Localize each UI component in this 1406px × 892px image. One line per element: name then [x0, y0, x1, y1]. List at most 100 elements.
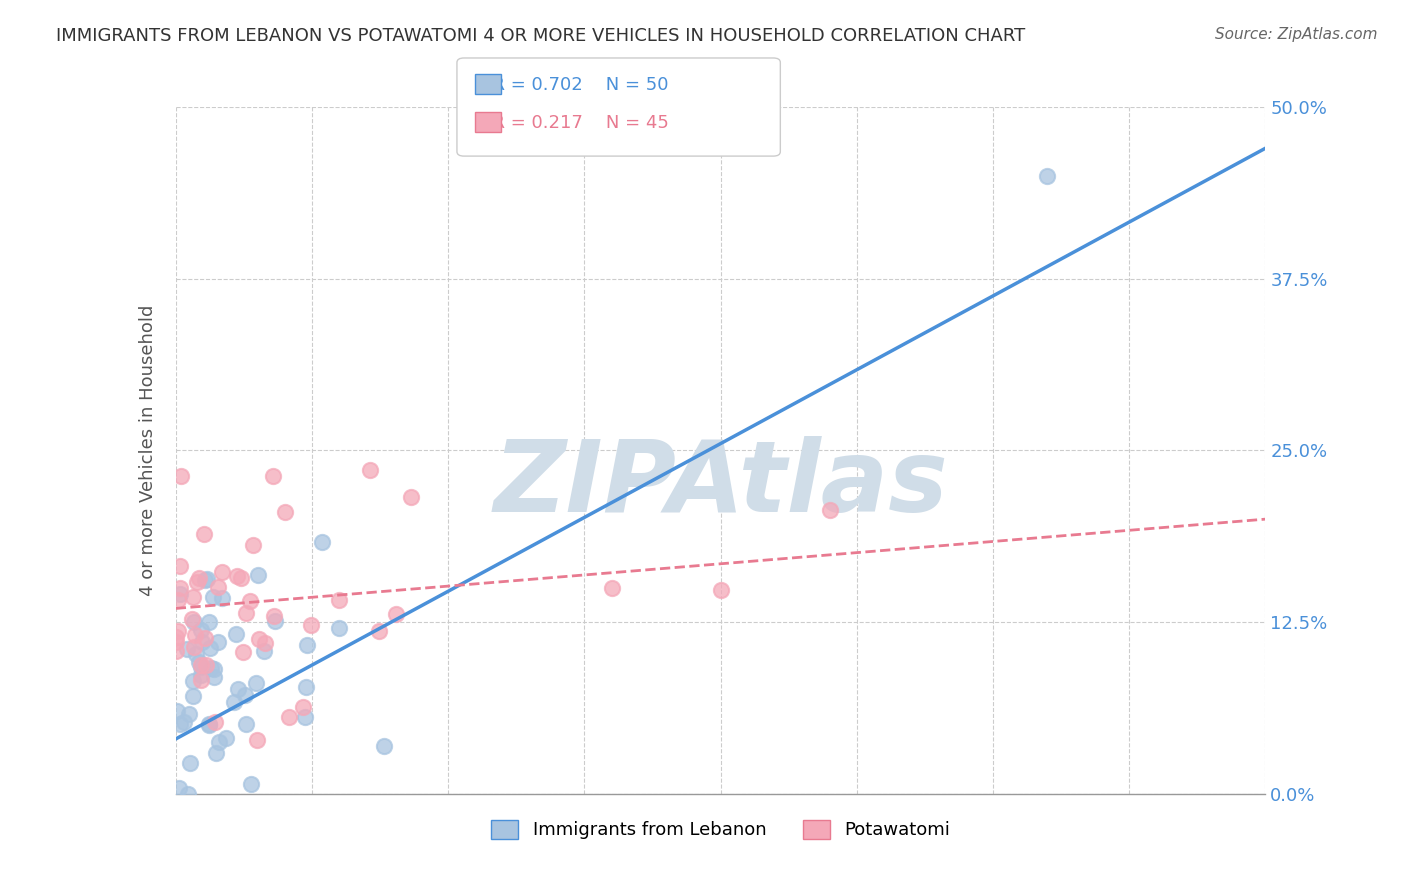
Point: [246, 732, 269, 747]
Point: [710, 582, 733, 597]
Point: [186, 647, 208, 661]
Point: [274, 505, 297, 519]
Point: [165, 644, 187, 658]
Point: [167, 593, 190, 607]
Point: [170, 469, 193, 483]
Point: [235, 717, 257, 731]
Point: [181, 674, 204, 689]
Point: [200, 661, 222, 675]
Point: [226, 568, 249, 582]
Point: [180, 612, 202, 626]
Point: [291, 700, 314, 714]
Point: [166, 704, 188, 718]
Point: [188, 655, 211, 669]
Point: [249, 632, 271, 646]
Point: [229, 571, 252, 585]
Point: [211, 565, 233, 579]
Point: [186, 575, 208, 590]
Point: [194, 573, 217, 587]
Point: [224, 695, 246, 709]
Point: [247, 568, 270, 582]
Point: [191, 635, 214, 649]
Point: [299, 618, 322, 632]
Point: [177, 787, 200, 801]
Point: [207, 634, 229, 648]
Point: [278, 710, 301, 724]
Point: [169, 581, 191, 595]
Text: Source: ZipAtlas.com: Source: ZipAtlas.com: [1215, 27, 1378, 42]
Point: [173, 715, 195, 730]
Point: [169, 716, 191, 731]
Point: [399, 490, 422, 504]
Point: [359, 463, 381, 477]
Point: [197, 718, 219, 732]
Point: [373, 739, 395, 753]
Point: [235, 606, 257, 620]
Point: [169, 559, 191, 574]
Point: [193, 527, 215, 541]
Point: [233, 688, 256, 702]
Point: [328, 593, 350, 607]
Point: [208, 735, 231, 749]
Point: [165, 634, 187, 648]
Point: [254, 636, 277, 650]
Point: [183, 640, 205, 654]
Text: ZIPAtlas: ZIPAtlas: [494, 436, 948, 533]
Text: IMMIGRANTS FROM LEBANON VS POTAWATOMI 4 OR MORE VEHICLES IN HOUSEHOLD CORRELATIO: IMMIGRANTS FROM LEBANON VS POTAWATOMI 4 …: [56, 27, 1025, 45]
Y-axis label: 4 or more Vehicles in Household: 4 or more Vehicles in Household: [139, 305, 157, 596]
Point: [190, 657, 212, 672]
Text: R = 0.217    N = 45: R = 0.217 N = 45: [481, 114, 669, 132]
Point: [190, 668, 212, 682]
Point: [225, 627, 247, 641]
Point: [226, 682, 249, 697]
Point: [385, 607, 408, 621]
Point: [187, 571, 209, 585]
Point: [184, 628, 207, 642]
Point: [311, 534, 333, 549]
Point: [245, 676, 267, 690]
Point: [232, 645, 254, 659]
Point: [183, 690, 205, 704]
Point: [204, 715, 226, 730]
Point: [197, 716, 219, 731]
Point: [194, 631, 217, 645]
Point: [195, 572, 218, 586]
Point: [176, 642, 198, 657]
Point: [202, 662, 225, 676]
Point: [294, 710, 316, 724]
Point: [215, 731, 238, 745]
Point: [295, 680, 318, 694]
Point: [205, 746, 228, 760]
Point: [207, 580, 229, 594]
Point: [262, 469, 284, 483]
Point: [190, 623, 212, 637]
Point: [263, 609, 285, 624]
Point: [183, 615, 205, 630]
Point: [328, 621, 350, 635]
Point: [600, 582, 623, 596]
Point: [264, 614, 287, 628]
Point: [177, 706, 200, 721]
Point: [239, 594, 262, 608]
Point: [169, 780, 191, 795]
Point: [190, 673, 212, 688]
Legend: Immigrants from Lebanon, Potawatomi: Immigrants from Lebanon, Potawatomi: [484, 813, 957, 847]
Point: [211, 591, 233, 606]
Point: [240, 776, 263, 790]
Point: [190, 660, 212, 674]
Point: [167, 624, 190, 638]
Point: [818, 502, 841, 516]
Point: [179, 756, 201, 770]
Point: [1036, 169, 1059, 183]
Point: [198, 615, 221, 629]
Point: [368, 624, 391, 639]
Point: [242, 538, 264, 552]
Point: [198, 641, 221, 656]
Point: [183, 591, 205, 605]
Point: [202, 670, 225, 684]
Text: R = 0.702    N = 50: R = 0.702 N = 50: [481, 76, 668, 94]
Point: [253, 644, 276, 658]
Point: [165, 631, 187, 645]
Point: [201, 591, 224, 605]
Point: [195, 657, 218, 672]
